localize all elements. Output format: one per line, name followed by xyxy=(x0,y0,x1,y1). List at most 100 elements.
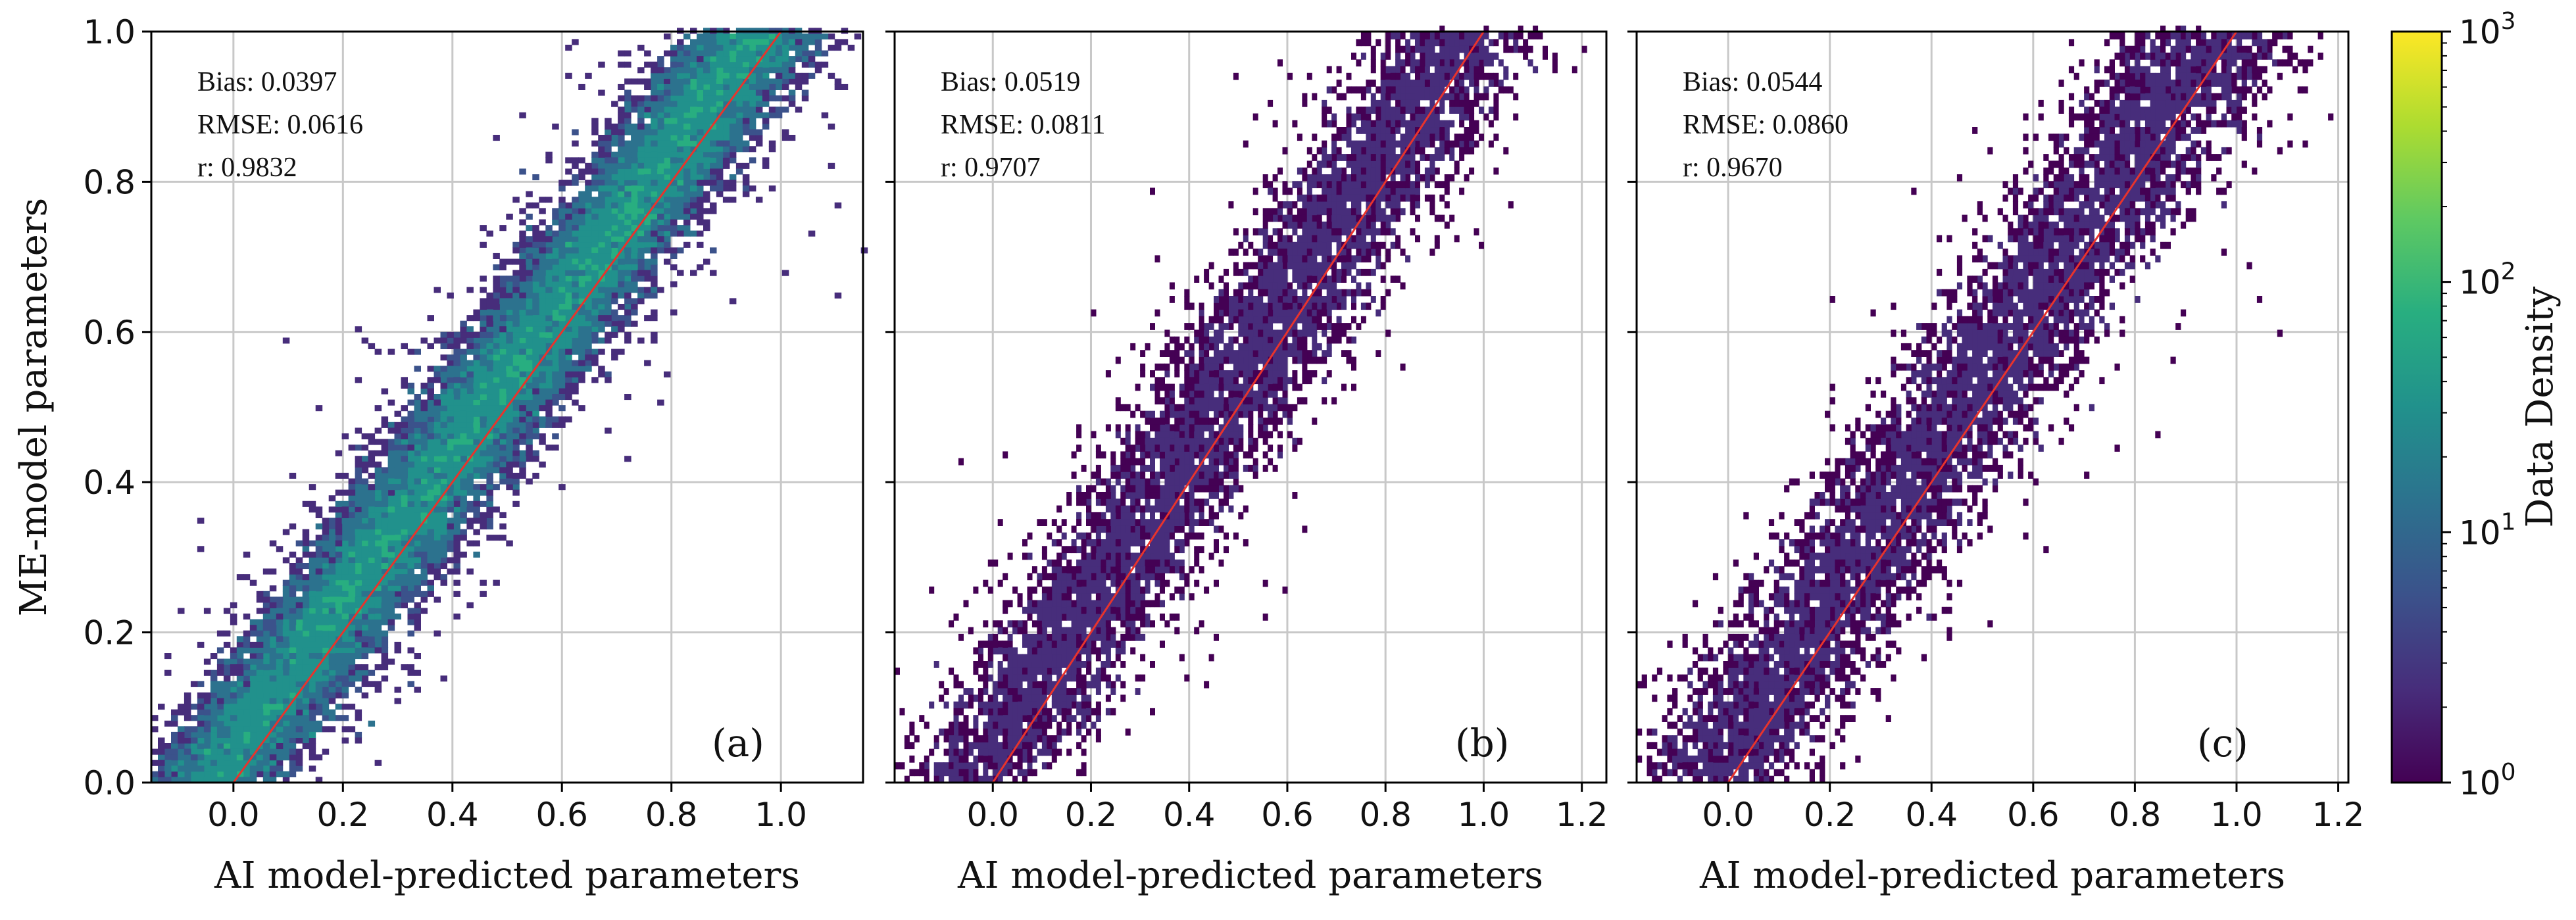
density-cell xyxy=(1056,606,1062,614)
density-cell xyxy=(624,253,632,259)
density-cell xyxy=(295,754,303,761)
density-cell xyxy=(1429,174,1435,182)
density-cell xyxy=(618,157,625,164)
density-cell xyxy=(493,343,500,349)
density-cell xyxy=(1292,343,1298,351)
density-cell xyxy=(1233,289,1239,297)
density-cell xyxy=(1105,505,1111,513)
density-cell xyxy=(447,557,454,564)
density-cell xyxy=(499,337,507,344)
density-cell xyxy=(781,33,789,39)
density-cell xyxy=(1228,451,1234,459)
density-cell xyxy=(1351,241,1356,249)
density-cell xyxy=(374,574,382,581)
density-cell xyxy=(1199,397,1204,404)
density-cell xyxy=(1366,228,1372,235)
density-cell xyxy=(243,709,251,715)
density-cell xyxy=(1385,133,1391,141)
density-cell xyxy=(506,366,513,372)
density-cell xyxy=(1420,86,1425,94)
density-cell xyxy=(381,641,389,648)
density-cell xyxy=(453,343,460,349)
density-cell xyxy=(512,331,520,338)
density-cell xyxy=(1346,208,1352,216)
density-cell xyxy=(611,101,618,107)
density-cell xyxy=(611,157,618,164)
density-cell xyxy=(624,123,632,130)
density-cell xyxy=(637,337,645,344)
density-cell xyxy=(788,135,796,141)
density-cell xyxy=(387,472,395,479)
density-cell xyxy=(1370,99,1376,107)
density-cell xyxy=(1385,167,1391,175)
density-cell xyxy=(578,343,585,349)
density-cell xyxy=(361,484,369,491)
density-cell xyxy=(335,692,343,699)
density-cell xyxy=(427,579,434,586)
density-cell xyxy=(355,445,362,451)
density-cell xyxy=(1208,356,1214,364)
density-cell xyxy=(335,472,343,479)
density-cell xyxy=(512,270,520,276)
density-cell xyxy=(184,715,191,721)
density-cell xyxy=(387,602,395,608)
density-cell xyxy=(210,737,218,744)
density-cell xyxy=(433,450,441,456)
density-cell xyxy=(651,123,658,130)
density-cell xyxy=(460,512,467,518)
density-cell xyxy=(440,675,447,682)
density-cell xyxy=(453,614,460,620)
density-cell xyxy=(1189,505,1195,513)
density-cell xyxy=(755,197,763,203)
density-cell xyxy=(1012,708,1018,715)
density-cell xyxy=(1306,174,1312,182)
density-cell xyxy=(486,535,493,541)
density-cell xyxy=(289,748,297,755)
density-cell xyxy=(1145,566,1151,573)
density-cell xyxy=(1272,363,1278,371)
density-cell xyxy=(1527,32,1533,39)
density-cell xyxy=(414,557,421,564)
density-cell xyxy=(670,213,678,220)
density-cell xyxy=(552,230,559,237)
density-cell xyxy=(565,264,572,271)
density-cell xyxy=(328,591,336,597)
density-cell xyxy=(1041,762,1047,769)
density-cell xyxy=(598,287,605,293)
density-cell xyxy=(545,309,553,316)
density-cell xyxy=(1056,674,1062,682)
density-cell xyxy=(368,568,376,575)
density-cell xyxy=(605,292,612,299)
density-cell xyxy=(1474,32,1479,39)
density-cell xyxy=(216,748,224,755)
density-cell xyxy=(1277,208,1283,216)
density-cell xyxy=(276,675,284,682)
density-cell xyxy=(1248,404,1254,412)
density-cell xyxy=(1262,336,1268,344)
density-cell xyxy=(722,84,730,90)
density-cell xyxy=(677,247,684,254)
density-cell xyxy=(762,39,770,45)
density-cell xyxy=(598,253,605,259)
density-cell xyxy=(670,202,678,208)
density-cell xyxy=(1262,228,1268,235)
density-cell xyxy=(256,619,264,625)
density-cell xyxy=(624,146,632,153)
density-cell xyxy=(1395,66,1401,74)
density-cell xyxy=(729,140,737,147)
density-cell xyxy=(644,225,651,231)
density-cell xyxy=(1258,431,1264,439)
density-cell xyxy=(453,394,460,400)
density-cell xyxy=(591,258,599,265)
density-cell xyxy=(1150,546,1155,554)
density-cell xyxy=(1248,336,1254,344)
density-cell xyxy=(664,129,671,135)
density-cell xyxy=(1150,445,1155,452)
density-cell xyxy=(184,726,191,733)
density-cell xyxy=(552,281,559,287)
density-cell xyxy=(993,769,999,777)
density-cell xyxy=(1238,303,1244,310)
density-cell xyxy=(1051,647,1057,655)
density-cell xyxy=(697,123,704,130)
density-cell xyxy=(1145,614,1151,621)
